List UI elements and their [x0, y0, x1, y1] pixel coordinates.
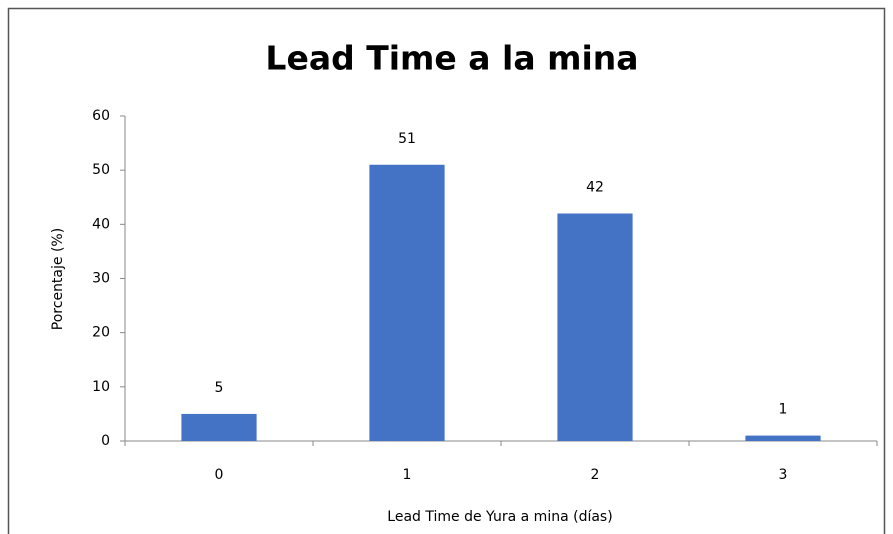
x-tick-label: 1: [403, 467, 412, 483]
x-axis-label: Lead Time de Yura a mina (días): [387, 509, 612, 525]
y-tick-label: 40: [92, 216, 110, 232]
bar: [369, 164, 445, 441]
chart-title: Lead Time a la mina: [265, 39, 638, 78]
y-tick-label: 20: [92, 325, 110, 341]
data-label: 5: [215, 380, 224, 396]
x-tick-label: 2: [591, 467, 600, 483]
y-axis-label: Porcentaje (%): [50, 228, 66, 330]
data-label: 42: [586, 180, 604, 196]
data-label: 1: [779, 402, 788, 418]
chart-frame: [7, 7, 886, 534]
x-tick-label: 0: [215, 467, 224, 483]
y-tick-label: 30: [92, 271, 110, 287]
x-tick-label: 3: [779, 467, 788, 483]
y-tick-label: 10: [92, 379, 110, 395]
y-tick-label: 0: [101, 433, 110, 449]
bar: [557, 213, 633, 441]
bar: [181, 413, 257, 441]
bar: [745, 435, 821, 441]
y-tick-label: 60: [92, 108, 110, 124]
y-tick-label: 50: [92, 162, 110, 178]
data-label: 51: [398, 131, 416, 147]
